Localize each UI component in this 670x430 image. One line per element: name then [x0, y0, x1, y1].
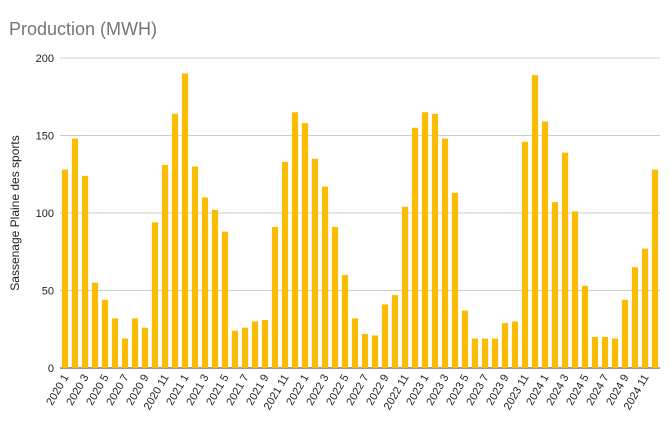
- y-tick-label: 50: [42, 286, 54, 298]
- y-tick-label: 200: [36, 53, 54, 65]
- bar: [511, 321, 519, 368]
- bar: [581, 285, 589, 368]
- bar: [651, 169, 659, 368]
- bar: [281, 161, 289, 368]
- bar: [151, 222, 159, 368]
- bar: [431, 113, 439, 368]
- bar-series: [61, 73, 659, 369]
- bar: [461, 310, 469, 368]
- bar: [521, 141, 529, 368]
- bar: [491, 338, 499, 368]
- bar: [341, 275, 349, 368]
- y-tick-label: 0: [48, 363, 54, 375]
- bar: [211, 209, 219, 368]
- bar: [571, 211, 579, 368]
- y-axis-label: Sassenage Plaine des sports: [8, 135, 22, 290]
- bar: [561, 152, 569, 368]
- bar: [591, 337, 599, 368]
- bar: [61, 169, 69, 368]
- bar: [641, 248, 649, 368]
- bar: [191, 166, 199, 368]
- bar: [101, 299, 109, 368]
- y-tick-label: 150: [36, 131, 54, 143]
- bar: [541, 121, 549, 368]
- bar: [441, 138, 449, 368]
- bar: [361, 333, 369, 368]
- bar: [251, 321, 259, 368]
- bar: [421, 112, 429, 368]
- bar: [131, 318, 139, 368]
- bar: [291, 112, 299, 368]
- bar: [241, 327, 249, 368]
- bar: [301, 123, 309, 368]
- bar: [371, 335, 379, 368]
- bar: [471, 338, 479, 368]
- bar: [481, 338, 489, 368]
- bar: [71, 138, 79, 368]
- bar: [531, 75, 539, 369]
- bar: [271, 226, 279, 368]
- bar: [311, 158, 319, 368]
- bar: [411, 127, 419, 368]
- bar: [141, 327, 149, 368]
- bar: [121, 338, 129, 368]
- y-tick-label: 100: [36, 208, 54, 220]
- bar: [621, 299, 629, 368]
- bar: [111, 318, 119, 368]
- y-axis-ticks: 0 50 100 150 200: [36, 53, 54, 375]
- bar: [551, 202, 559, 368]
- bar: [161, 164, 169, 368]
- bar: [171, 113, 179, 368]
- bar: [611, 338, 619, 368]
- bar: [201, 197, 209, 368]
- bar: [221, 231, 229, 368]
- bar: [181, 73, 189, 368]
- bar: [321, 186, 329, 368]
- bar: [91, 282, 99, 368]
- bar: [261, 319, 269, 368]
- bar: [601, 337, 609, 368]
- bar: [501, 323, 509, 368]
- bar: [331, 226, 339, 368]
- bar: [381, 304, 389, 368]
- bar: [451, 192, 459, 368]
- bar: [231, 330, 239, 368]
- bar: [401, 206, 409, 368]
- bar: [81, 175, 89, 368]
- chart-title: Production (MWH): [9, 19, 158, 39]
- gridlines: [60, 57, 660, 369]
- bar: [351, 318, 359, 368]
- bar: [391, 295, 399, 368]
- bar: [631, 267, 639, 368]
